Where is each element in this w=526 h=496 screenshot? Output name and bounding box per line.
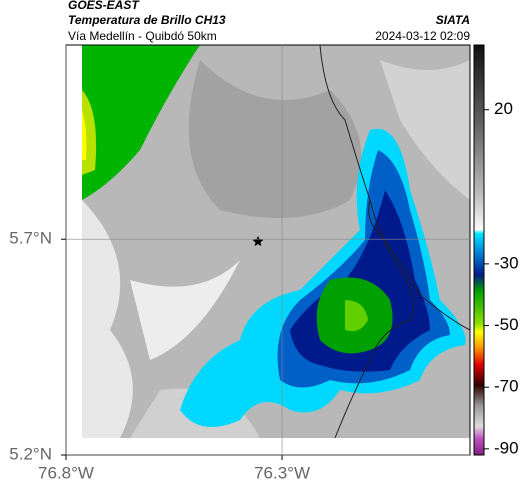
x-tick-label: 76.3°W <box>254 463 310 482</box>
title: GOES-EAST <box>68 0 140 12</box>
satellite-image <box>82 45 470 438</box>
y-tick-label: 5.7°N <box>9 229 52 248</box>
subtitle: Temperatura de Brillo CH13 <box>68 13 226 27</box>
colorbar-tick-label: -90 <box>494 438 519 457</box>
location: Vía Medellín - Quibdó 50km <box>68 29 217 43</box>
x-tick-label: 76.8°W <box>38 463 94 482</box>
colorbar-tick-label: -70 <box>494 377 519 396</box>
timestamp: 2024-03-12 02:09 <box>375 29 470 43</box>
source: SIATA <box>436 13 470 27</box>
y-tick-label: 5.2°N <box>9 444 52 463</box>
colorbar-tick-label: 20 <box>494 99 513 118</box>
colorbar-tick-label: -30 <box>494 253 519 272</box>
colorbar <box>473 44 485 456</box>
colorbar-tick-label: -50 <box>494 315 519 334</box>
